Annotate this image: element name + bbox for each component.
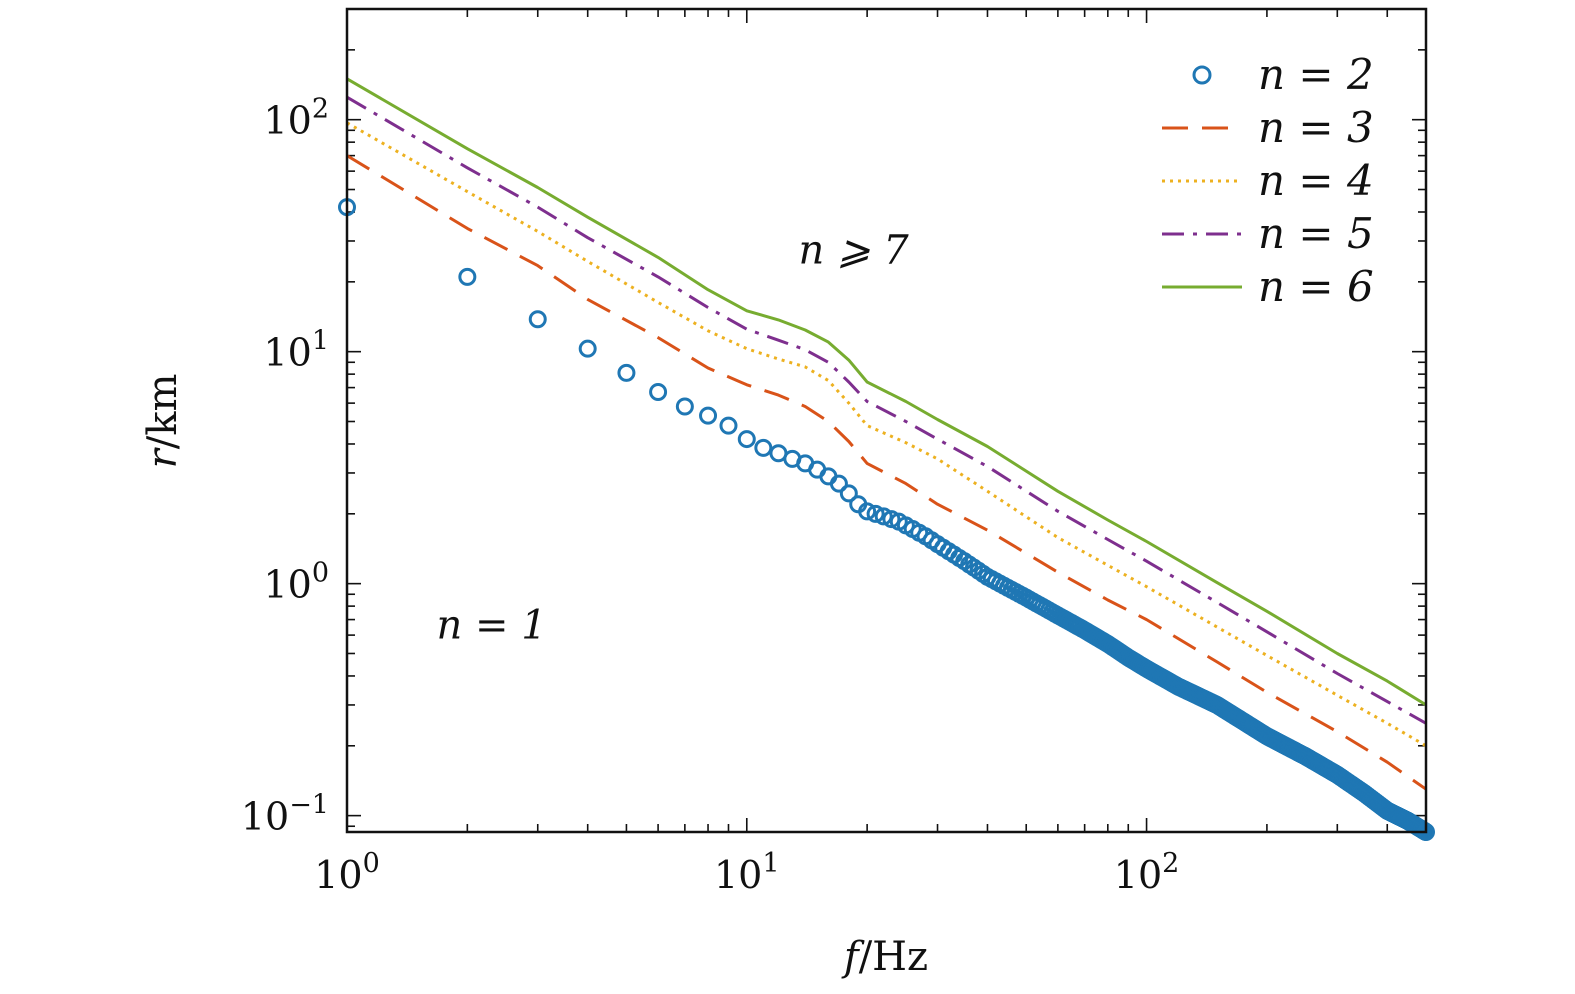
annotation: n = 1 bbox=[437, 603, 547, 649]
annotations: n = 1 n ⩾ 7 bbox=[437, 227, 910, 648]
x-axis-unit: /Hz bbox=[859, 934, 928, 980]
y-tick-label: 10−1 bbox=[241, 790, 329, 839]
plot-area bbox=[347, 9, 1426, 832]
legend-label: n = 4 bbox=[1258, 156, 1374, 205]
series-n2-point bbox=[528, 310, 547, 329]
y-tick-label: 101 bbox=[263, 326, 329, 375]
series-n2-point bbox=[649, 383, 668, 402]
series-n2-point bbox=[675, 397, 694, 416]
legend: n = 2n = 3n = 4n = 5n = 6 bbox=[1162, 50, 1374, 311]
series-n2-point bbox=[839, 484, 858, 503]
series-n2-point bbox=[458, 267, 477, 286]
legend-label: n = 6 bbox=[1258, 262, 1374, 311]
annotation: n ⩾ 7 bbox=[799, 227, 910, 273]
axis-ticks bbox=[346, 8, 1427, 832]
series-n2-point bbox=[858, 502, 877, 521]
tick-labels: 100 101 102 10−1 100 101 102 bbox=[241, 94, 1180, 897]
series-n2-point bbox=[866, 504, 885, 523]
legend-marker-n2 bbox=[1192, 65, 1212, 85]
y-axis-unit: /km bbox=[140, 374, 186, 450]
y-axis-label: r/km bbox=[140, 374, 186, 469]
series-n2-point bbox=[578, 339, 597, 358]
series-n2-point bbox=[699, 406, 718, 425]
series-line-6 bbox=[346, 77, 1427, 707]
series-line-5 bbox=[346, 95, 1427, 725]
x-tick-label: 100 bbox=[314, 848, 380, 897]
series-n2-point bbox=[737, 430, 756, 449]
y-axis-variable: r bbox=[140, 446, 186, 468]
series-line-3 bbox=[346, 154, 1427, 791]
series-n2-point bbox=[754, 438, 773, 457]
legend-label: n = 5 bbox=[1258, 209, 1374, 258]
series-n2-point bbox=[874, 507, 893, 526]
series-n2-point bbox=[617, 363, 636, 382]
x-tick-label: 101 bbox=[714, 848, 780, 897]
series-n2-point bbox=[719, 416, 738, 435]
series-layer bbox=[338, 77, 1435, 841]
series-n2-point bbox=[829, 474, 848, 493]
plot-frame bbox=[345, 7, 1428, 834]
legend-label: n = 2 bbox=[1258, 50, 1374, 99]
x-axis-label: f/Hz bbox=[841, 934, 928, 980]
y-tick-label: 100 bbox=[263, 558, 329, 607]
x-tick-label: 102 bbox=[1114, 848, 1180, 897]
legend-label: n = 3 bbox=[1258, 103, 1374, 152]
y-tick-label: 102 bbox=[263, 94, 329, 143]
